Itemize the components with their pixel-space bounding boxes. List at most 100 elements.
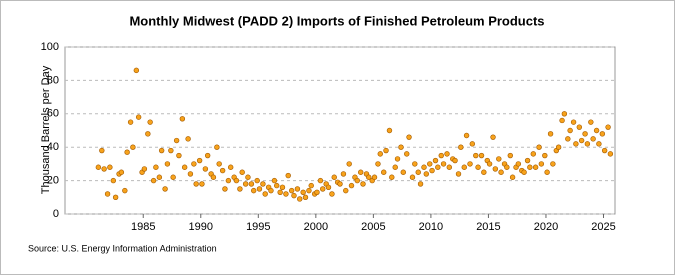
point <box>242 181 249 187</box>
point <box>141 166 148 172</box>
point <box>127 119 134 125</box>
point <box>219 167 226 174</box>
y-tick-label: 60 <box>47 108 59 120</box>
point <box>277 189 283 195</box>
point <box>185 136 191 142</box>
point <box>122 187 128 194</box>
point <box>202 166 209 172</box>
point <box>561 111 568 117</box>
point <box>544 169 550 175</box>
point <box>463 132 470 139</box>
point <box>524 157 531 164</box>
point <box>135 114 142 120</box>
point <box>475 164 481 170</box>
point <box>547 131 554 137</box>
point <box>366 174 372 180</box>
point <box>317 177 324 184</box>
point <box>383 147 389 154</box>
point <box>596 141 602 147</box>
point <box>481 169 487 175</box>
point <box>204 152 211 159</box>
x-tick-label: 1985 <box>131 221 155 233</box>
point <box>214 144 220 150</box>
point <box>225 177 232 184</box>
point <box>291 192 297 199</box>
point <box>227 164 234 170</box>
point <box>498 169 504 175</box>
point <box>320 186 326 192</box>
point <box>297 196 303 202</box>
point <box>527 164 533 170</box>
point <box>392 164 398 170</box>
point <box>130 144 136 150</box>
point <box>210 174 217 180</box>
point <box>358 169 364 175</box>
x-tick-label: 1995 <box>246 221 270 233</box>
point <box>176 152 182 159</box>
point <box>492 166 499 172</box>
point <box>294 186 301 192</box>
point <box>570 119 577 125</box>
point <box>444 151 450 157</box>
point <box>601 147 608 154</box>
point <box>308 182 314 189</box>
point <box>550 161 556 167</box>
point <box>112 194 119 201</box>
point <box>147 119 153 125</box>
point <box>168 147 174 154</box>
point <box>467 161 473 167</box>
point <box>233 177 240 184</box>
point <box>262 191 268 197</box>
point <box>509 174 516 180</box>
point <box>187 171 194 177</box>
point <box>555 144 562 150</box>
point <box>260 181 266 187</box>
point <box>427 161 433 167</box>
point <box>101 166 107 172</box>
point <box>107 164 113 170</box>
point <box>421 164 427 170</box>
point <box>394 156 401 162</box>
point <box>95 164 102 170</box>
point <box>542 152 548 159</box>
point <box>584 141 591 147</box>
point <box>404 151 410 157</box>
point <box>162 186 168 192</box>
point <box>179 116 186 122</box>
point <box>461 164 467 170</box>
point <box>398 144 404 150</box>
point <box>181 164 188 170</box>
point <box>302 194 309 201</box>
point <box>530 151 537 157</box>
point <box>274 182 280 189</box>
point <box>196 157 203 164</box>
x-tick-label: 2005 <box>361 221 385 233</box>
point <box>406 134 412 140</box>
y-axis-label: Thousand Barrels per Day <box>40 65 52 194</box>
point <box>375 161 381 167</box>
point <box>150 177 157 184</box>
point <box>435 164 441 170</box>
point <box>412 161 418 167</box>
point <box>191 161 197 167</box>
point <box>469 141 476 147</box>
point <box>446 164 453 170</box>
point <box>329 191 335 197</box>
x-tick-label: 2020 <box>534 221 558 233</box>
point <box>346 161 352 167</box>
point <box>170 174 176 180</box>
point <box>271 177 278 184</box>
point <box>507 152 513 159</box>
x-tick-label: 2010 <box>419 221 443 233</box>
point <box>251 187 257 194</box>
point <box>348 182 355 189</box>
point <box>118 169 125 175</box>
point <box>607 151 614 157</box>
point <box>588 119 594 125</box>
point <box>199 181 205 187</box>
point <box>423 171 429 177</box>
point <box>559 117 565 124</box>
